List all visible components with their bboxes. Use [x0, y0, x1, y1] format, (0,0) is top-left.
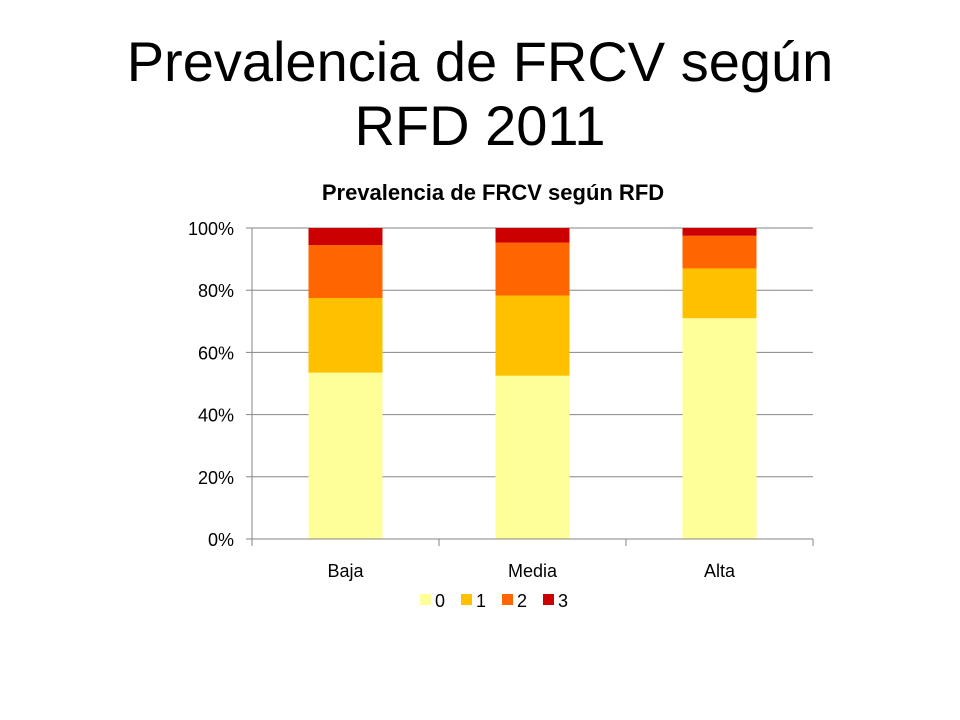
bar-alta-series-0 — [682, 318, 757, 539]
legend-label-1: 1 — [476, 591, 486, 611]
legend-swatch-0 — [420, 594, 431, 605]
bar-alta-series-3 — [682, 228, 757, 236]
bar-alta-series-1 — [682, 268, 757, 319]
legend-swatch-2 — [502, 594, 513, 605]
slide-title: Prevalencia de FRCV según RFD 2011 — [40, 30, 920, 158]
chart-title: Prevalencia de FRCV según RFD — [322, 180, 664, 205]
y-tick-label: 20% — [198, 468, 234, 488]
y-tick-label: 100% — [188, 219, 234, 239]
x-tick-label: Alta — [704, 561, 736, 581]
bar-alta-series-2 — [682, 235, 757, 269]
bar-baja-series-1 — [308, 297, 383, 373]
bar-baja-series-3 — [308, 228, 383, 246]
y-tick-label: 60% — [198, 343, 234, 363]
x-tick-label: Media — [508, 561, 558, 581]
axes: 0% 20% 40% 60% 80% 100% Baja Media Alta — [188, 219, 814, 581]
legend: 0 1 2 3 — [420, 591, 568, 611]
legend-label-0: 0 — [435, 591, 445, 611]
slide-title-line-2: RFD 2011 — [354, 94, 606, 157]
bar-media-series-3 — [495, 228, 570, 243]
bar-baja-series-0 — [308, 372, 383, 539]
y-tick-label: 80% — [198, 281, 234, 301]
legend-swatch-1 — [461, 594, 472, 605]
x-tick-label: Baja — [327, 561, 364, 581]
legend-label-2: 2 — [517, 591, 527, 611]
slide-title-line-1: Prevalencia de FRCV según — [126, 30, 834, 93]
bar-media-series-2 — [495, 242, 570, 296]
bar-baja-series-2 — [308, 245, 383, 298]
bar-media-series-1 — [495, 295, 570, 376]
legend-swatch-3 — [543, 594, 554, 605]
bars — [308, 228, 757, 539]
bar-media-series-0 — [495, 375, 570, 539]
legend-label-3: 3 — [558, 591, 568, 611]
y-tick-label: 40% — [198, 406, 234, 426]
y-tick-label: 0% — [208, 530, 234, 550]
